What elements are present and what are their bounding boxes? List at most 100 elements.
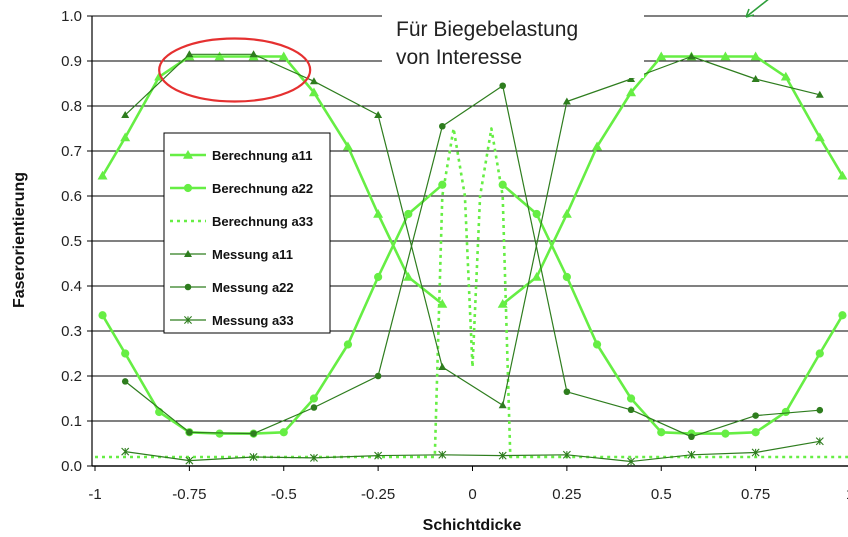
data-point-triangle bbox=[837, 170, 848, 180]
legend-label: Messung a33 bbox=[212, 313, 294, 328]
series-line bbox=[95, 127, 848, 459]
y-axis-title: Faserorientierung bbox=[11, 172, 28, 308]
data-point-circle bbox=[592, 340, 602, 349]
legend-label: Messung a22 bbox=[212, 280, 294, 295]
data-point-triangle bbox=[249, 50, 258, 58]
series-layer bbox=[95, 50, 848, 466]
data-point-circle bbox=[374, 272, 383, 282]
data-point-triangle bbox=[342, 141, 353, 151]
legend-label: Berechnung a11 bbox=[212, 148, 312, 163]
y-tick-label: 0.6 bbox=[61, 188, 82, 205]
data-point-circle bbox=[838, 311, 847, 320]
data-point-circle bbox=[98, 311, 107, 320]
data-point-circle bbox=[309, 394, 319, 403]
data-point-circle bbox=[183, 183, 193, 193]
series-messung-a33 bbox=[121, 437, 824, 466]
annotation-backdrop bbox=[382, 8, 644, 78]
data-point-circle bbox=[215, 429, 224, 438]
data-point-triangle bbox=[309, 77, 318, 85]
x-tick-label: 0.5 bbox=[651, 486, 672, 503]
data-point-triangle bbox=[185, 50, 194, 58]
data-point-circle bbox=[374, 372, 382, 380]
data-point-circle bbox=[781, 407, 790, 417]
legend-label: Berechnung a33 bbox=[212, 214, 313, 229]
series-messung-a11 bbox=[121, 50, 824, 409]
data-point-circle bbox=[121, 349, 130, 358]
series-line bbox=[124, 85, 820, 438]
data-point-triangle bbox=[531, 272, 542, 281]
data-point-star bbox=[309, 453, 318, 462]
data-point-triangle bbox=[592, 141, 603, 151]
x-tick-label: -1 bbox=[88, 486, 101, 503]
annotation-line-2: von Interesse bbox=[396, 46, 522, 69]
annotation-arrow-head bbox=[745, 8, 755, 18]
series-line bbox=[101, 55, 844, 306]
data-point-triangle bbox=[97, 170, 108, 180]
data-point-triangle bbox=[183, 150, 193, 159]
data-point-circle bbox=[532, 209, 541, 219]
legend-box bbox=[163, 132, 331, 334]
x-tick-label: 0.25 bbox=[552, 486, 581, 503]
data-point-circle bbox=[816, 406, 824, 414]
data-point-triangle bbox=[814, 132, 825, 142]
annotation-arrow bbox=[745, 0, 769, 18]
data-point-circle bbox=[121, 378, 129, 385]
data-point-triangle bbox=[373, 209, 384, 218]
legend: Berechnung a11 Berechnung a22 Berechnung a… bbox=[163, 132, 331, 334]
x-tick-label: -0.25 bbox=[361, 486, 395, 503]
y-tick-label: 0.9 bbox=[61, 53, 82, 70]
data-point-circle bbox=[250, 430, 257, 437]
y-tick-label: 0.2 bbox=[61, 368, 82, 385]
y-tick-label: 0.0 bbox=[61, 458, 82, 475]
series-berechnung-a11 bbox=[97, 51, 848, 308]
data-point-triangle bbox=[562, 97, 571, 105]
data-point-triangle bbox=[120, 132, 131, 142]
data-point-star bbox=[751, 448, 760, 457]
data-point-circle bbox=[657, 428, 666, 437]
data-point-star bbox=[185, 456, 194, 465]
data-point-circle bbox=[439, 122, 446, 130]
series-line bbox=[125, 440, 820, 463]
data-point-star bbox=[687, 450, 696, 459]
data-point-star bbox=[627, 457, 636, 466]
data-point-triangle bbox=[687, 52, 696, 60]
data-point-triangle bbox=[308, 87, 319, 97]
legend-label: Berechnung a22 bbox=[212, 181, 313, 196]
data-point-triangle bbox=[815, 90, 824, 98]
data-point-triangle bbox=[498, 401, 507, 409]
x-tick-label: -0.5 bbox=[271, 486, 297, 503]
x-tick-label: 0 bbox=[468, 486, 476, 503]
annotation-layer: Für Biegebelastung von Interesse bbox=[158, 0, 769, 103]
data-point-triangle bbox=[751, 75, 760, 82]
data-point-triangle bbox=[374, 111, 383, 118]
legend-label: Messung a11 bbox=[212, 247, 293, 262]
data-point-circle bbox=[688, 433, 695, 441]
data-point-circle bbox=[751, 428, 760, 437]
data-point-triangle bbox=[497, 299, 508, 308]
data-point-circle bbox=[186, 428, 193, 436]
data-point-triangle bbox=[720, 51, 731, 61]
data-point-circle bbox=[155, 407, 164, 417]
data-point-circle bbox=[310, 404, 318, 411]
data-point-circle bbox=[626, 394, 636, 403]
x-axis-title: Schichtdicke bbox=[423, 517, 522, 534]
data-point-circle bbox=[563, 388, 571, 396]
y-tick-label: 0.8 bbox=[61, 98, 82, 115]
data-point-star bbox=[249, 453, 258, 461]
data-point-circle bbox=[815, 349, 824, 358]
y-tick-label: 0.3 bbox=[61, 323, 82, 340]
data-point-circle bbox=[499, 82, 506, 90]
data-point-star bbox=[438, 450, 447, 459]
x-tick-label: -0.75 bbox=[172, 486, 206, 503]
data-point-star bbox=[121, 447, 130, 456]
data-point-star bbox=[815, 437, 824, 446]
x-tick-label: 0.75 bbox=[741, 486, 770, 503]
data-point-triangle bbox=[121, 111, 130, 118]
data-point-circle bbox=[498, 180, 507, 189]
data-point-circle bbox=[752, 412, 759, 419]
y-tick-label: 1.0 bbox=[61, 8, 82, 25]
data-point-circle bbox=[184, 283, 192, 291]
data-point-triangle bbox=[214, 51, 225, 61]
series-messung-a22 bbox=[121, 82, 824, 441]
